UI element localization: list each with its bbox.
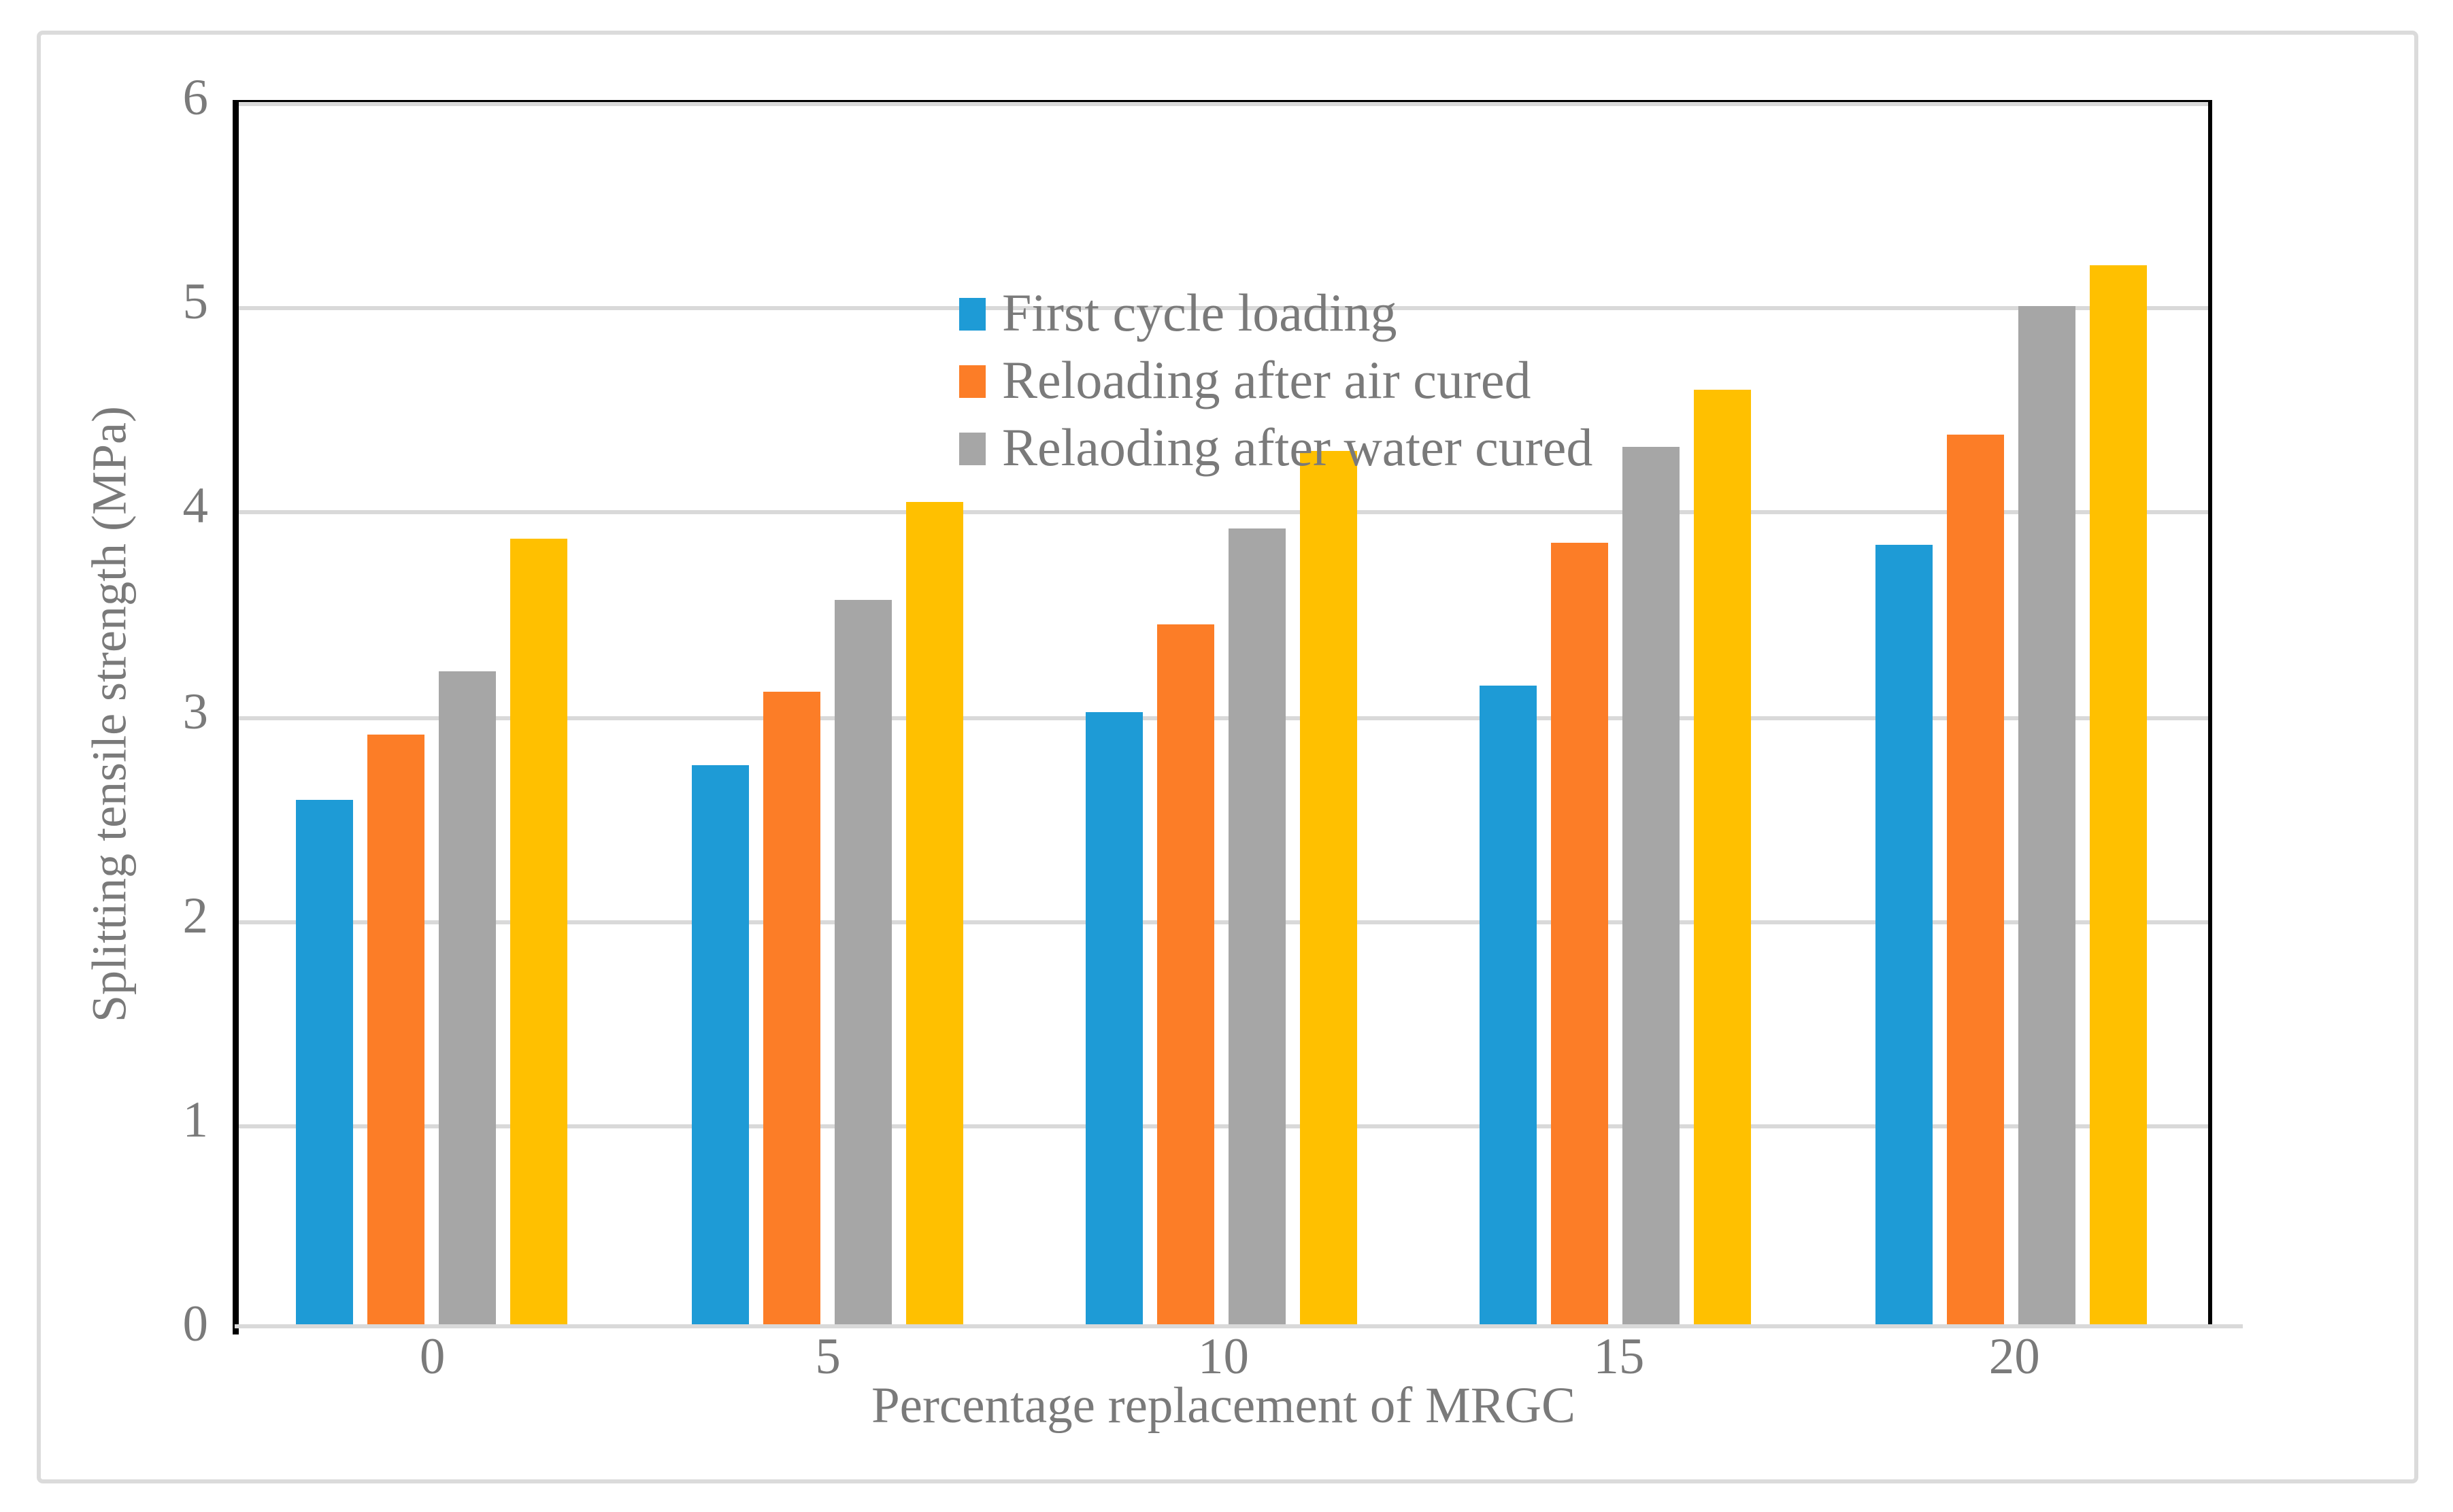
bar-groups	[235, 104, 2208, 1326]
y-tick-label-3: 3	[182, 684, 209, 740]
bar-series2-cat5	[833, 599, 891, 1326]
x-axis-tick-labels: 0 5 10 15 20	[235, 1332, 2212, 1385]
bar-series1-cat10	[1157, 623, 1215, 1326]
bar-series1-cat20	[1946, 434, 2004, 1326]
x-axis-line	[235, 1324, 2243, 1328]
x-tick-label-5: 5	[815, 1330, 841, 1385]
bar-series2-cat10	[1229, 527, 1286, 1326]
bar-series0-cat10	[1086, 711, 1144, 1326]
y-tick-label-2: 2	[182, 888, 209, 944]
bar-series3-cat5	[905, 501, 963, 1326]
bar-group-20	[1814, 104, 2208, 1326]
legend-swatch-icon	[959, 431, 986, 465]
bar-series0-cat15	[1480, 684, 1538, 1326]
bar-series1-cat15	[1552, 541, 1609, 1326]
legend-item-1: Reloading after air cured	[959, 347, 1592, 414]
bar-group-0	[235, 104, 629, 1326]
bar-series3-cat20	[2089, 265, 2147, 1326]
y-tick-label-5: 5	[182, 275, 209, 331]
legend-swatch-icon	[959, 297, 986, 330]
bar-series1-cat5	[762, 690, 820, 1326]
legend-label: Relaoding after water cured	[1002, 417, 1593, 477]
gridline-y5	[235, 306, 2208, 311]
y-tick-label-6: 6	[182, 71, 209, 127]
bar-series2-cat20	[2018, 305, 2075, 1326]
x-tick-label-10: 10	[1197, 1330, 1249, 1385]
gridline-y1	[235, 1124, 2208, 1128]
bar-series2-cat0	[439, 670, 497, 1326]
bar-series3-cat0	[510, 537, 568, 1326]
plot-area: First cycle loading Reloading after air c…	[235, 100, 2212, 1326]
x-axis-title: Percentage replacement of MRGC	[871, 1379, 1575, 1434]
gridline-y3	[235, 715, 2208, 720]
bar-series3-cat10	[1300, 450, 1358, 1326]
legend-label: First cycle loading	[1002, 282, 1397, 342]
bar-series2-cat15	[1623, 446, 1681, 1326]
bar-group-15	[1419, 104, 1814, 1326]
bar-series0-cat20	[1875, 543, 1933, 1326]
y-axis-line	[233, 100, 239, 1334]
legend-swatch-icon	[959, 364, 986, 397]
x-tick-label-0: 0	[419, 1330, 446, 1385]
gridline-y4	[235, 510, 2208, 515]
bar-series3-cat15	[1695, 389, 1752, 1326]
gridline-y2	[235, 919, 2208, 924]
bar-group-10	[1024, 104, 1418, 1326]
legend-item-2: Relaoding after water cured	[959, 414, 1592, 482]
x-tick-label-20: 20	[1988, 1330, 2040, 1385]
x-tick-label-15: 15	[1593, 1330, 1645, 1385]
legend-label: Reloading after air cured	[1002, 350, 1531, 409]
bar-series0-cat5	[690, 766, 748, 1326]
bar-series1-cat0	[367, 733, 425, 1326]
y-tick-label-1: 1	[182, 1093, 209, 1149]
bar-group-5	[629, 104, 1024, 1326]
legend: First cycle loading Reloading after air c…	[959, 280, 1592, 482]
gridline-y6	[235, 102, 2208, 106]
legend-item-0: First cycle loading	[959, 280, 1592, 347]
y-tick-label-0: 0	[182, 1298, 209, 1353]
y-tick-label-4: 4	[182, 480, 209, 535]
bar-series0-cat0	[296, 801, 354, 1326]
